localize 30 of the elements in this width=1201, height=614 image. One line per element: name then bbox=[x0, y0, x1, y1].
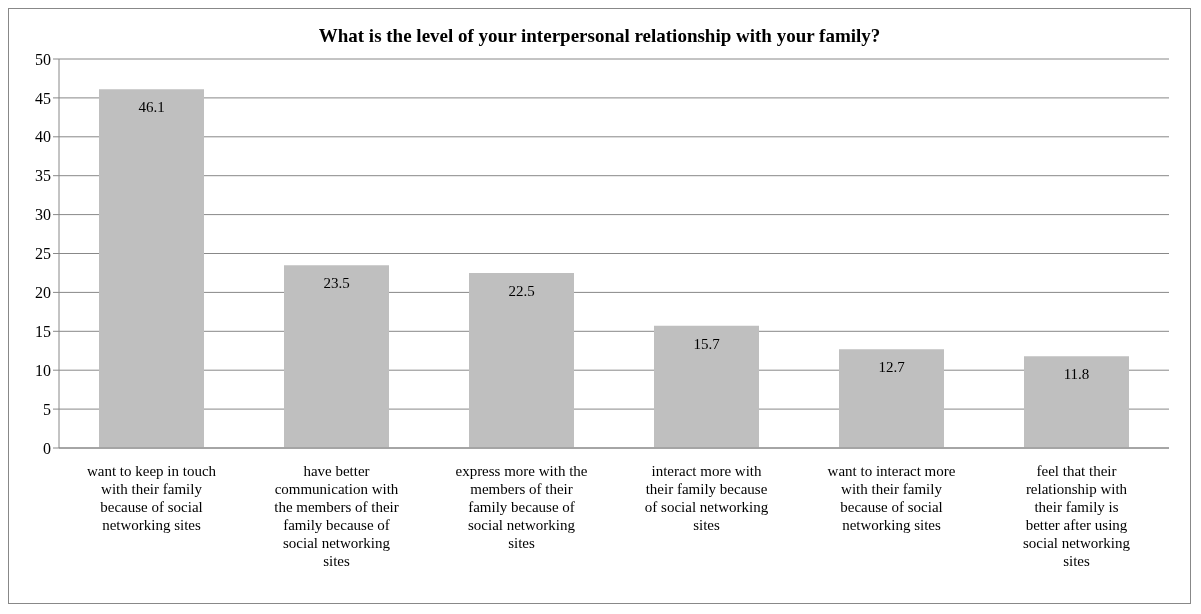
chart-title: What is the level of your interpersonal relationship with your family? bbox=[318, 25, 881, 46]
x-tick-label: interact more with their family because of social networking sites bbox=[644, 463, 769, 533]
data-label: 11.8 bbox=[1063, 365, 1090, 382]
bar bbox=[839, 349, 944, 448]
bar bbox=[469, 272, 574, 448]
y-tick-label: 30 bbox=[35, 206, 51, 224]
y-tick-label: 20 bbox=[35, 284, 51, 302]
y-tick-label: 50 bbox=[35, 50, 51, 68]
bar bbox=[99, 89, 204, 448]
bar bbox=[1024, 356, 1129, 448]
y-tick-label: 45 bbox=[35, 89, 51, 107]
data-label: 23.5 bbox=[323, 274, 350, 291]
x-tick-label: want to interact more with their family because of social networking sites bbox=[827, 463, 956, 533]
x-tick-label: feel that their relationship with their family is better after using social networking sites bbox=[1022, 463, 1131, 569]
x-tick-label: express more with the members of their family because of social networking sites bbox=[455, 463, 588, 551]
y-tick-label: 10 bbox=[35, 361, 51, 379]
y-tick-label: 15 bbox=[35, 322, 51, 340]
data-label: 46.1 bbox=[138, 98, 165, 115]
bar bbox=[654, 325, 759, 448]
y-tick-label: 25 bbox=[35, 245, 51, 263]
bar bbox=[284, 265, 389, 448]
y-tick-label: 35 bbox=[35, 167, 51, 185]
data-label: 22.5 bbox=[508, 282, 535, 299]
y-tick-label: 40 bbox=[35, 128, 51, 146]
data-label: 15.7 bbox=[693, 335, 721, 352]
x-tick-label: have better communication with the members of their family because of social networking sites bbox=[274, 463, 399, 569]
data-label: 12.7 bbox=[878, 358, 906, 375]
y-tick-label: 5 bbox=[43, 400, 51, 418]
x-tick-label: want to keep in touch with their family because of social networking sites bbox=[86, 463, 217, 533]
y-tick-label: 0 bbox=[43, 439, 51, 457]
